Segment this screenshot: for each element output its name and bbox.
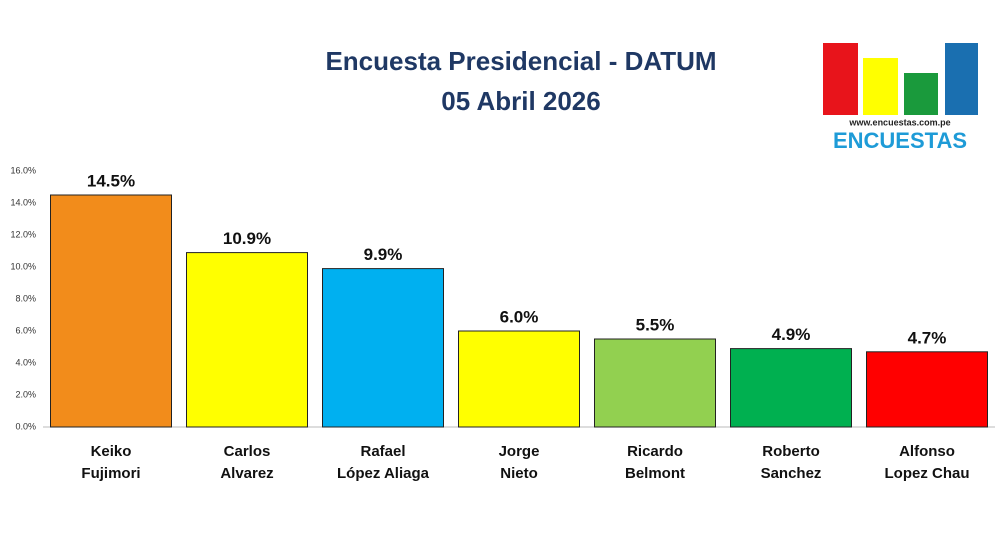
- bar: [50, 194, 172, 428]
- chart-subtitle: 05 Abril 2026: [441, 86, 600, 116]
- chart-title: Encuesta Presidencial - DATUM: [325, 46, 716, 76]
- y-tick-label: 0.0%: [15, 421, 36, 431]
- value-label: 9.9%: [364, 245, 403, 264]
- y-tick-label: 10.0%: [10, 261, 36, 271]
- bar: [594, 338, 716, 428]
- logo-name: ENCUESTAS: [833, 128, 967, 153]
- value-label: 5.5%: [636, 315, 675, 334]
- value-label: 10.9%: [223, 229, 271, 248]
- bar: [186, 252, 308, 428]
- x-tick-label: Ricardo: [627, 443, 683, 460]
- x-tick-label: Lopez Chau: [885, 465, 970, 482]
- y-tick-label: 8.0%: [15, 293, 36, 303]
- logo-url: www.encuestas.com.pe: [848, 117, 950, 127]
- y-tick-label: 16.0%: [10, 165, 36, 175]
- value-label: 4.9%: [772, 325, 811, 344]
- x-tick-label: Nieto: [500, 465, 538, 482]
- y-tick-label: 12.0%: [10, 229, 36, 239]
- bar: [322, 268, 444, 428]
- y-tick-label: 4.0%: [15, 357, 36, 367]
- x-tick-label: Fujimori: [81, 465, 140, 482]
- y-tick-label: 2.0%: [15, 389, 36, 399]
- x-tick-label: Alvarez: [220, 465, 273, 482]
- x-tick-label: Sanchez: [761, 465, 822, 482]
- bar: [458, 330, 580, 428]
- y-tick-label: 14.0%: [10, 197, 36, 207]
- bar: [866, 351, 988, 428]
- value-label: 4.7%: [908, 328, 947, 347]
- logo-bar: [823, 43, 858, 115]
- x-tick-label: Jorge: [499, 443, 540, 460]
- value-label: 14.5%: [87, 171, 135, 190]
- logo: www.encuestas.com.pe ENCUESTAS: [823, 43, 978, 153]
- x-tick-label: Carlos: [224, 443, 271, 460]
- x-tick-label: López Aliaga: [337, 465, 430, 482]
- value-label: 6.0%: [500, 307, 539, 326]
- x-tick-label: Alfonso: [899, 443, 955, 460]
- logo-bar: [945, 43, 978, 115]
- logo-bar: [863, 58, 898, 115]
- y-tick-label: 6.0%: [15, 325, 36, 335]
- x-tick-label: Roberto: [762, 443, 820, 460]
- logo-bar: [904, 73, 938, 115]
- x-tick-label: Rafael: [360, 443, 405, 460]
- x-tick-label: Keiko: [91, 443, 132, 460]
- bar: [730, 348, 852, 428]
- x-tick-label: Belmont: [625, 465, 685, 482]
